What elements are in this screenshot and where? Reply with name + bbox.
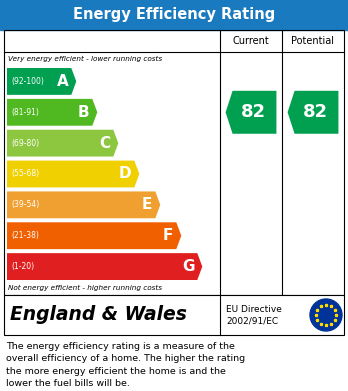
Text: (21-38): (21-38) [11,231,39,240]
Polygon shape [7,192,160,218]
Text: Energy Efficiency Rating: Energy Efficiency Rating [73,7,275,23]
Text: (55-68): (55-68) [11,170,39,179]
Text: D: D [119,167,131,181]
Bar [4,30,344,295]
Text: C: C [99,136,110,151]
Polygon shape [287,91,338,134]
Polygon shape [7,222,181,249]
Bar [4,295,344,335]
Text: (39-54): (39-54) [11,200,39,209]
Text: England & Wales: England & Wales [10,305,187,325]
Text: EU Directive: EU Directive [226,305,282,314]
Polygon shape [7,68,76,95]
Text: E: E [142,197,152,212]
Text: B: B [78,105,89,120]
Text: 82: 82 [240,103,266,121]
Text: A: A [56,74,68,89]
Text: (1-20): (1-20) [11,262,34,271]
Text: Current: Current [232,36,269,46]
Text: (92-100): (92-100) [11,77,44,86]
Text: Not energy efficient - higher running costs: Not energy efficient - higher running co… [8,285,162,291]
Text: (81-91): (81-91) [11,108,39,117]
Text: (69-80): (69-80) [11,139,39,148]
Text: F: F [163,228,173,243]
Polygon shape [7,130,118,156]
Circle shape [310,299,342,331]
Text: 2002/91/EC: 2002/91/EC [226,316,278,325]
Text: 82: 82 [302,103,327,121]
Text: Potential: Potential [292,36,334,46]
Text: G: G [182,259,194,274]
Text: Very energy efficient - lower running costs: Very energy efficient - lower running co… [8,56,162,62]
Polygon shape [226,91,276,134]
Polygon shape [7,99,97,126]
Text: The energy efficiency rating is a measure of the
overall efficiency of a home. T: The energy efficiency rating is a measur… [6,342,245,388]
Polygon shape [7,161,139,187]
Bar [0,0,348,30]
Polygon shape [7,253,202,280]
